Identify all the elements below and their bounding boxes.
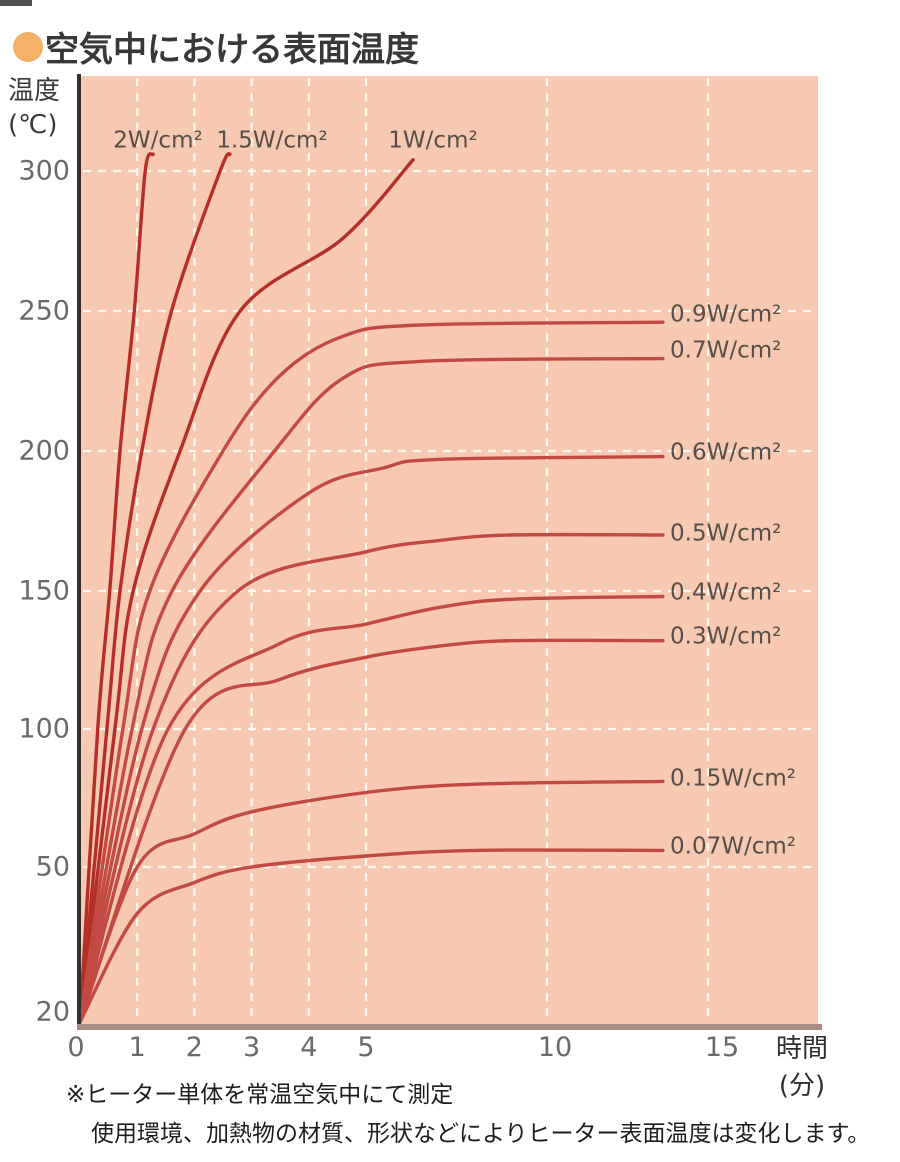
x-axis-line bbox=[77, 1024, 822, 1030]
x-axis-title-text: 時間 bbox=[775, 1034, 828, 1064]
x-axis-title: 時間 (分) bbox=[759, 1031, 845, 1105]
y-axis-title-text: 温度 bbox=[8, 76, 61, 106]
y-axis-line bbox=[77, 74, 81, 1030]
curve-0-3w bbox=[78, 638, 665, 1024]
x-axis-unit: (分) bbox=[778, 1071, 826, 1101]
curve-0-15w bbox=[78, 779, 665, 1024]
footnote-measurement: ※ヒーター単体を常温空気中にて測定 bbox=[66, 1082, 454, 1108]
curve-0-07w bbox=[78, 848, 665, 1024]
footnotes: ※ヒーター単体を常温空気中にて測定 使用環境、加熱物の材質、形状などによりヒータ… bbox=[66, 1076, 870, 1154]
curve-1-5w bbox=[78, 152, 232, 1024]
curve-0-5w bbox=[78, 532, 665, 1024]
chart-header: 空気中における表面温度 bbox=[13, 22, 419, 71]
y-axis-title: 温度 (℃) bbox=[8, 74, 60, 142]
curve-0-6w bbox=[78, 454, 665, 1024]
curve-0-9w bbox=[78, 320, 665, 1024]
y-axis-unit: (℃) bbox=[8, 110, 58, 140]
curve-0-7w bbox=[78, 356, 665, 1024]
scan-artifact-bar bbox=[0, 0, 32, 6]
bullet-icon bbox=[13, 31, 43, 62]
curve-2w bbox=[78, 152, 155, 1024]
footnote-disclaimer: 使用環境、加熱物の材質、形状などによりヒーター表面温度は変化します。 bbox=[91, 1121, 871, 1147]
curve-1w bbox=[78, 158, 415, 1024]
page-title: 空気中における表面温度 bbox=[45, 30, 419, 70]
curve-0-4w bbox=[78, 594, 665, 1024]
